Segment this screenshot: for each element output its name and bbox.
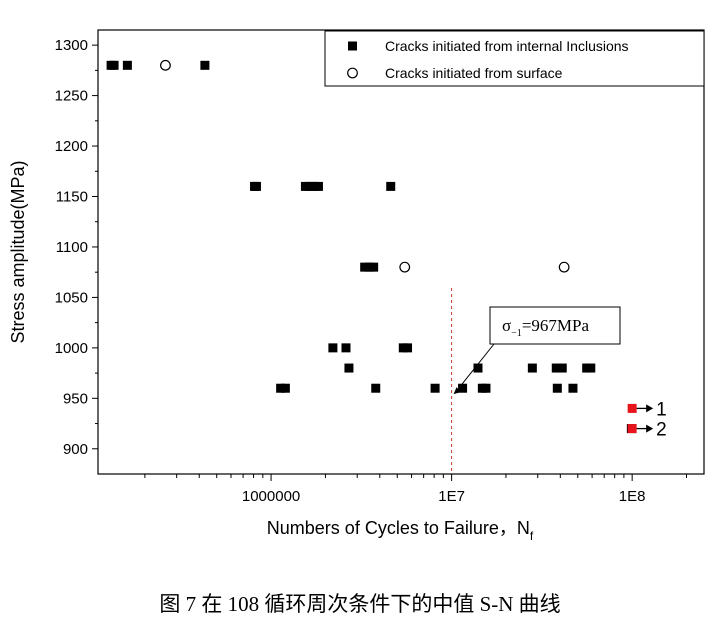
annotation-box [489,306,621,345]
inclusion-crack-point [109,60,119,70]
y-tick-label: 950 [63,390,88,407]
data-marks: 12 [106,59,667,441]
legend-entry-label: Cracks initiated from surface [385,65,563,81]
y-tick-label: 1200 [55,138,88,155]
inclusion-crack-point [458,383,468,393]
annotation-arrow-head [453,387,461,395]
legend-marker-circle [347,67,358,79]
surface-crack-point [399,261,411,273]
runout-point [627,424,637,434]
inclusion-crack-point [557,363,567,373]
inclusion-crack-point [280,383,290,393]
inclusion-crack-point [552,383,562,393]
y-tick-label: 1250 [55,88,88,105]
x-tick-label: 1000000 [242,488,300,505]
annotation-value: =967MPa [522,316,590,335]
inclusion-crack-point [481,383,491,393]
runout-label: 1 [656,399,667,420]
x-tick-label: 1E8 [619,488,646,505]
inclusion-crack-point [403,343,413,353]
inclusion-crack-point [568,383,578,393]
runout-label: 2 [656,420,667,441]
inclusion-crack-point [344,363,354,373]
inclusion-crack-point [369,262,379,272]
y-tick-label: 1050 [55,289,88,306]
y-tick-label: 1150 [56,189,88,206]
inclusion-crack-point [430,383,440,393]
annotation-text: σ−1=967MPa [502,316,589,339]
inclusion-crack-point [122,60,132,70]
y-tick-label: 1300 [55,37,88,54]
inclusion-crack-point [527,363,537,373]
inclusion-crack-point [251,181,261,191]
x-axis-title-main: Numbers of Cycles to Failure，N [267,518,530,538]
legend: Cracks initiated from internal Inclusion… [324,30,705,87]
inclusion-crack-point [276,383,286,393]
runout-point [627,403,637,413]
x-axis-title: Numbers of Cycles to Failure，Nf [267,518,534,543]
inclusion-crack-point [551,363,561,373]
y-axis-title: Stress amplitude(MPa) [8,160,28,343]
figure-caption: 图 7 在 108 循环周次条件下的中值 S-N 曲线 [159,592,561,616]
inclusion-crack-point [200,60,210,70]
surface-crack-point [558,261,570,273]
plot-area [97,29,705,475]
annotation-layer: σ−1=967MPa [451,288,621,474]
legend-entry-label: Cracks initiated from internal Inclusion… [385,38,629,54]
surface-crack-point [160,59,171,71]
inclusion-crack-point [473,363,483,373]
annotation-sigma: σ [502,316,511,335]
inclusion-crack-point [360,262,370,272]
annotation-subscript: −1 [511,328,522,339]
inclusion-crack-point [371,383,381,393]
inclusion-crack-point [386,181,396,191]
legend-box [324,30,705,87]
y-tick-label: 900 [63,441,88,458]
x-axis-title-subscript: f [530,529,534,543]
runout-arrow-head [646,404,654,413]
y-tick-label: 1100 [56,239,88,256]
inclusion-crack-point [313,181,323,191]
plot-frame [97,29,705,475]
inclusion-crack-point [586,363,596,373]
inclusion-crack-point [341,343,351,353]
runout-arrow-head [646,424,654,433]
x-tick-label: 1E7 [438,488,465,505]
annotation-arrow [455,343,495,393]
y-tick-label: 1000 [55,340,88,357]
axes: 900 950 1000 1050 1100 1150 1200 1250 1300 100000… [55,37,688,505]
inclusion-crack-point [328,343,338,353]
legend-marker-square [348,41,357,51]
